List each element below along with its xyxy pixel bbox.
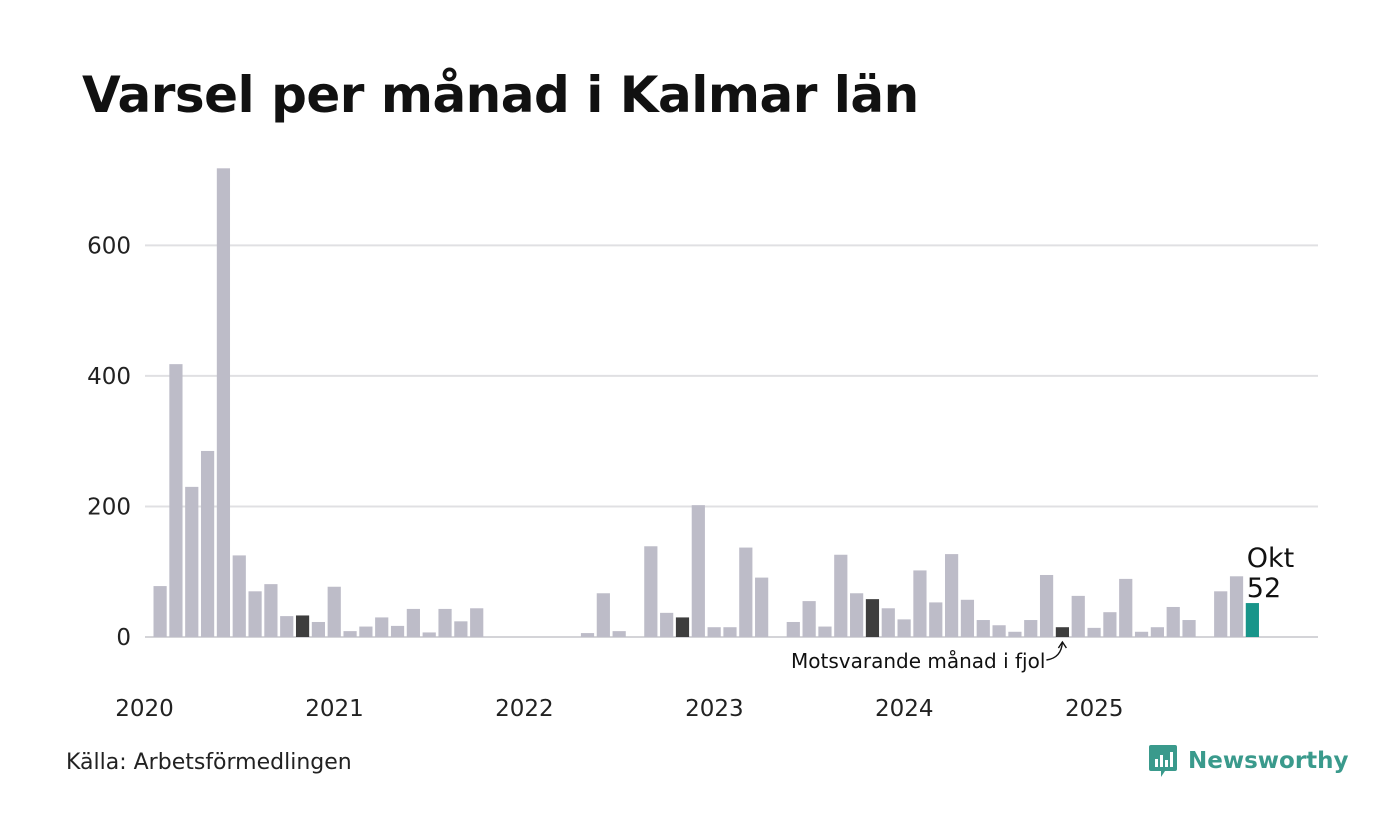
y-tick-label: 400: [87, 364, 131, 390]
bar: [580, 633, 595, 637]
bar: [818, 626, 832, 637]
bar: [1008, 631, 1022, 637]
bar: [375, 617, 389, 637]
bar: [1134, 631, 1149, 637]
bar: [897, 619, 911, 638]
bar: [707, 627, 721, 637]
bar: [976, 620, 990, 637]
bar: [1214, 591, 1228, 637]
bar: [470, 608, 484, 637]
bar: [359, 626, 373, 637]
bar: [834, 554, 848, 637]
bar: [311, 621, 325, 637]
bar: [1087, 627, 1101, 637]
bar: [992, 625, 1006, 637]
brand-name: Newsworthy: [1188, 748, 1349, 774]
bar: [390, 625, 405, 637]
source-note: Källa: Arbetsförmedlingen: [66, 750, 352, 775]
bar: [216, 168, 231, 637]
bars: [153, 168, 1259, 638]
bar: [1103, 612, 1117, 637]
y-tick-label: 200: [87, 494, 131, 520]
bar: [881, 608, 895, 637]
y-axis-ticks: 0 200 400 600: [87, 233, 131, 651]
grid-lines: [145, 244, 1318, 638]
newsworthy-logo-icon: [1149, 745, 1177, 777]
x-tick-label: 2023: [685, 696, 744, 722]
bar-highlight-current-month: [1245, 603, 1259, 637]
bar: [169, 364, 183, 637]
bar: [438, 608, 452, 637]
bar: [786, 621, 800, 637]
bar: [153, 586, 167, 637]
bar: [406, 608, 420, 637]
bar: [454, 621, 468, 637]
bar: [596, 593, 610, 637]
bar: [232, 555, 246, 637]
bar: [1119, 578, 1133, 637]
bar: [1039, 574, 1054, 637]
bar: [1150, 627, 1164, 637]
bar: [739, 547, 753, 637]
bar-comparison-month: [295, 615, 310, 637]
bar: [660, 612, 674, 637]
bar-comparison-month: [675, 617, 690, 637]
x-tick-label: 2024: [875, 696, 934, 722]
bar: [422, 632, 436, 637]
bar: [850, 593, 864, 637]
bar: [280, 616, 294, 637]
bar: [802, 601, 816, 637]
x-tick-label: 2022: [495, 696, 554, 722]
highlight-value-label: 52: [1247, 573, 1281, 604]
y-tick-label: 600: [87, 233, 131, 259]
annotation-arrowhead: [1057, 640, 1067, 649]
annotation-text: Motsvarande månad i fjol: [791, 649, 1045, 673]
annotations: Motsvarande månad i fjol Okt 52: [791, 543, 1294, 673]
bar: [200, 450, 215, 637]
bar: [1182, 620, 1196, 637]
bar: [960, 599, 975, 637]
bar: [1024, 620, 1038, 637]
x-tick-label: 2021: [305, 696, 364, 722]
chart-title: Varsel per månad i Kalmar län: [82, 66, 919, 124]
x-tick-label: 2025: [1065, 696, 1124, 722]
bar: [1229, 576, 1244, 637]
bar-comparison-month: [865, 599, 880, 637]
bar: [691, 505, 705, 637]
bar: [343, 631, 357, 638]
brand-logo: Newsworthy: [1148, 744, 1349, 778]
bar: [1071, 595, 1085, 638]
bar: [1166, 606, 1180, 637]
bar: [913, 570, 927, 637]
bar: [945, 554, 959, 637]
bar: [185, 486, 199, 637]
bar: [644, 546, 658, 637]
y-tick-label: 0: [116, 625, 131, 651]
bar-comparison-month: [1055, 627, 1070, 637]
bar: [929, 602, 943, 637]
x-axis-ticks: 2020 2021 2022 2023 2024 2025: [115, 696, 1123, 722]
bar: [612, 631, 626, 638]
bar: [248, 591, 262, 637]
bar: [723, 627, 737, 637]
annotation-arrow: [1046, 641, 1064, 661]
bar: [264, 584, 278, 638]
bar: [327, 586, 341, 637]
bar: [755, 577, 769, 637]
highlight-month-label: Okt: [1247, 543, 1294, 574]
x-tick-label: 2020: [115, 696, 174, 722]
